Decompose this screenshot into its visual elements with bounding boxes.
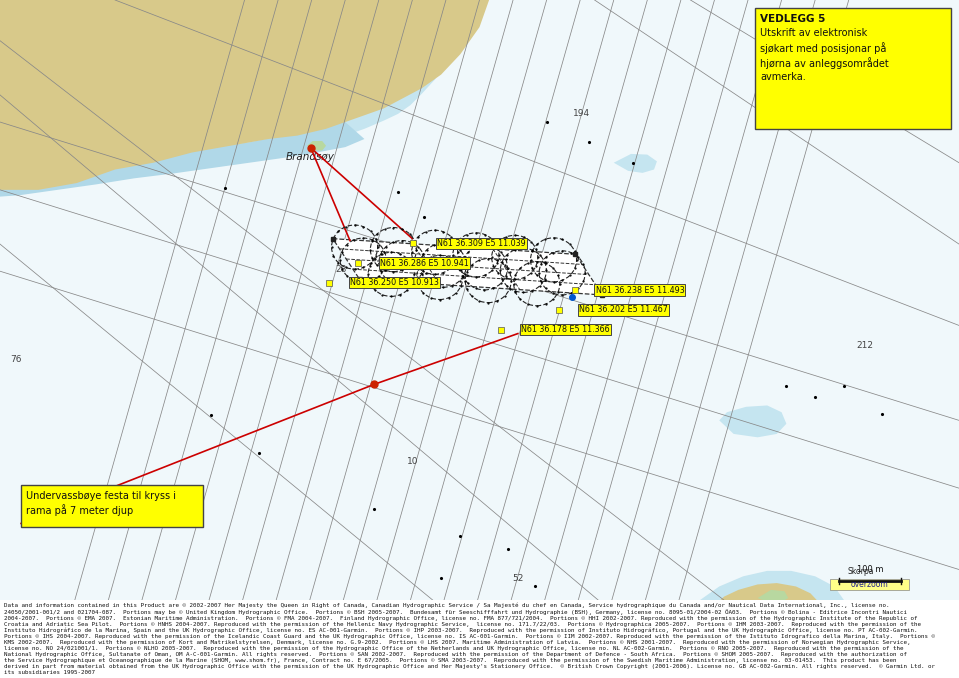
Text: Skorpa: Skorpa <box>848 567 875 576</box>
Polygon shape <box>719 405 786 437</box>
FancyBboxPatch shape <box>0 600 959 678</box>
Text: 52: 52 <box>512 574 524 583</box>
Text: N61 36.238 E5 11.493: N61 36.238 E5 11.493 <box>596 285 685 295</box>
FancyBboxPatch shape <box>830 579 909 590</box>
Text: N61 36.250 E5 10.913: N61 36.250 E5 10.913 <box>350 278 439 287</box>
Text: N61 36.286 E5 10.941: N61 36.286 E5 10.941 <box>380 258 469 268</box>
Text: 10: 10 <box>407 456 418 466</box>
Polygon shape <box>671 571 849 678</box>
Text: VEDLEGG 5: VEDLEGG 5 <box>760 14 826 24</box>
Text: N61 36.202 E5 11.467: N61 36.202 E5 11.467 <box>579 305 668 315</box>
Polygon shape <box>307 141 326 151</box>
Polygon shape <box>690 583 825 678</box>
Polygon shape <box>0 0 489 190</box>
Text: 212: 212 <box>856 341 874 351</box>
Text: 194: 194 <box>573 108 590 118</box>
Text: Brandsøy: Brandsøy <box>286 152 334 162</box>
Polygon shape <box>0 78 436 190</box>
Text: Utskrift av elektronisk
sjøkart med posisjonar på
hjørna av anleggsområdet
avmer: Utskrift av elektronisk sjøkart med posi… <box>760 28 889 82</box>
Polygon shape <box>758 590 788 602</box>
Text: 76: 76 <box>11 355 22 364</box>
Text: overzoom: overzoom <box>851 580 889 589</box>
Polygon shape <box>0 122 364 197</box>
Text: Undervassbøye festa til kryss i
rama på 7 meter djup: Undervassbøye festa til kryss i rama på … <box>26 491 175 516</box>
Text: N61 36.309 E5 11.039: N61 36.309 E5 11.039 <box>437 239 526 248</box>
Text: 100 m: 100 m <box>856 565 883 574</box>
Polygon shape <box>333 239 602 295</box>
Text: N61 36.178 E5 11.366: N61 36.178 E5 11.366 <box>521 325 609 334</box>
FancyBboxPatch shape <box>755 8 951 129</box>
Polygon shape <box>614 154 657 173</box>
Text: 28: 28 <box>336 265 347 275</box>
FancyBboxPatch shape <box>21 485 203 527</box>
Text: Data and information contained in this Product are © 2002-2007 Her Majesty the Q: Data and information contained in this P… <box>4 602 935 675</box>
